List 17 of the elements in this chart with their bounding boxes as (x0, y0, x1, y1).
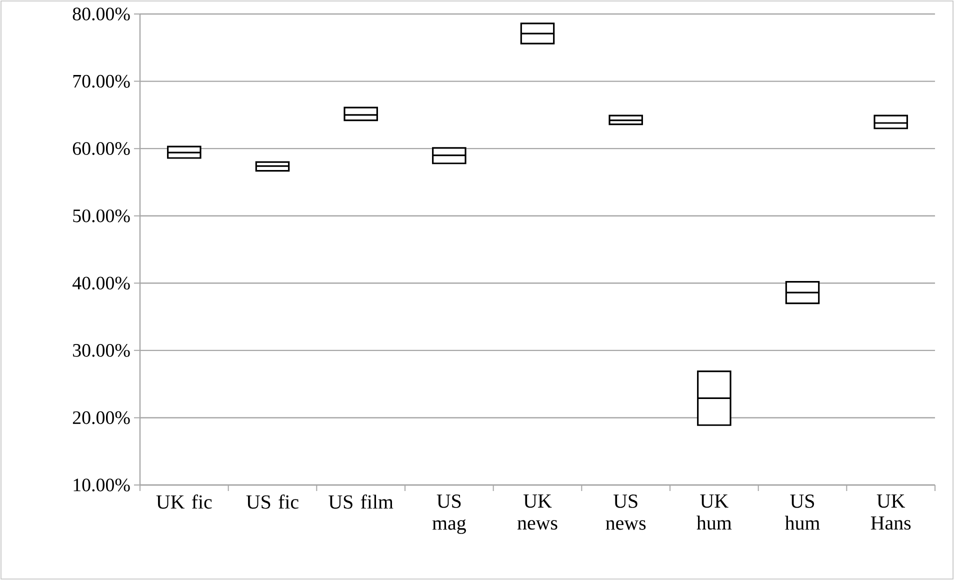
y-tick-label: 10.00% (74, 478, 130, 492)
x-tick-label: UK hum (696, 494, 732, 530)
y-tick-label: 60.00% (72, 142, 130, 155)
y-tick-label: 50.00% (73, 209, 130, 222)
y-tick-label: 30.00% (73, 344, 130, 357)
x-tick-label: US mag (432, 494, 466, 534)
x-tick-label: UK Hans (870, 494, 911, 530)
y-tick-label: 20.00% (72, 411, 130, 424)
x-tick-label: US fic (246, 494, 298, 509)
x-tick-label: UK fic (156, 494, 212, 509)
x-tick-label: UK news (517, 494, 558, 530)
y-tick-label: 80.00% (72, 8, 130, 20)
x-tick-label: US hum (784, 494, 820, 530)
x-tick-label: US news (606, 494, 646, 530)
x-tick-label: US film (328, 494, 394, 509)
y-tick-label: 70.00% (73, 74, 130, 88)
y-tick-label: 40.00% (72, 276, 130, 290)
